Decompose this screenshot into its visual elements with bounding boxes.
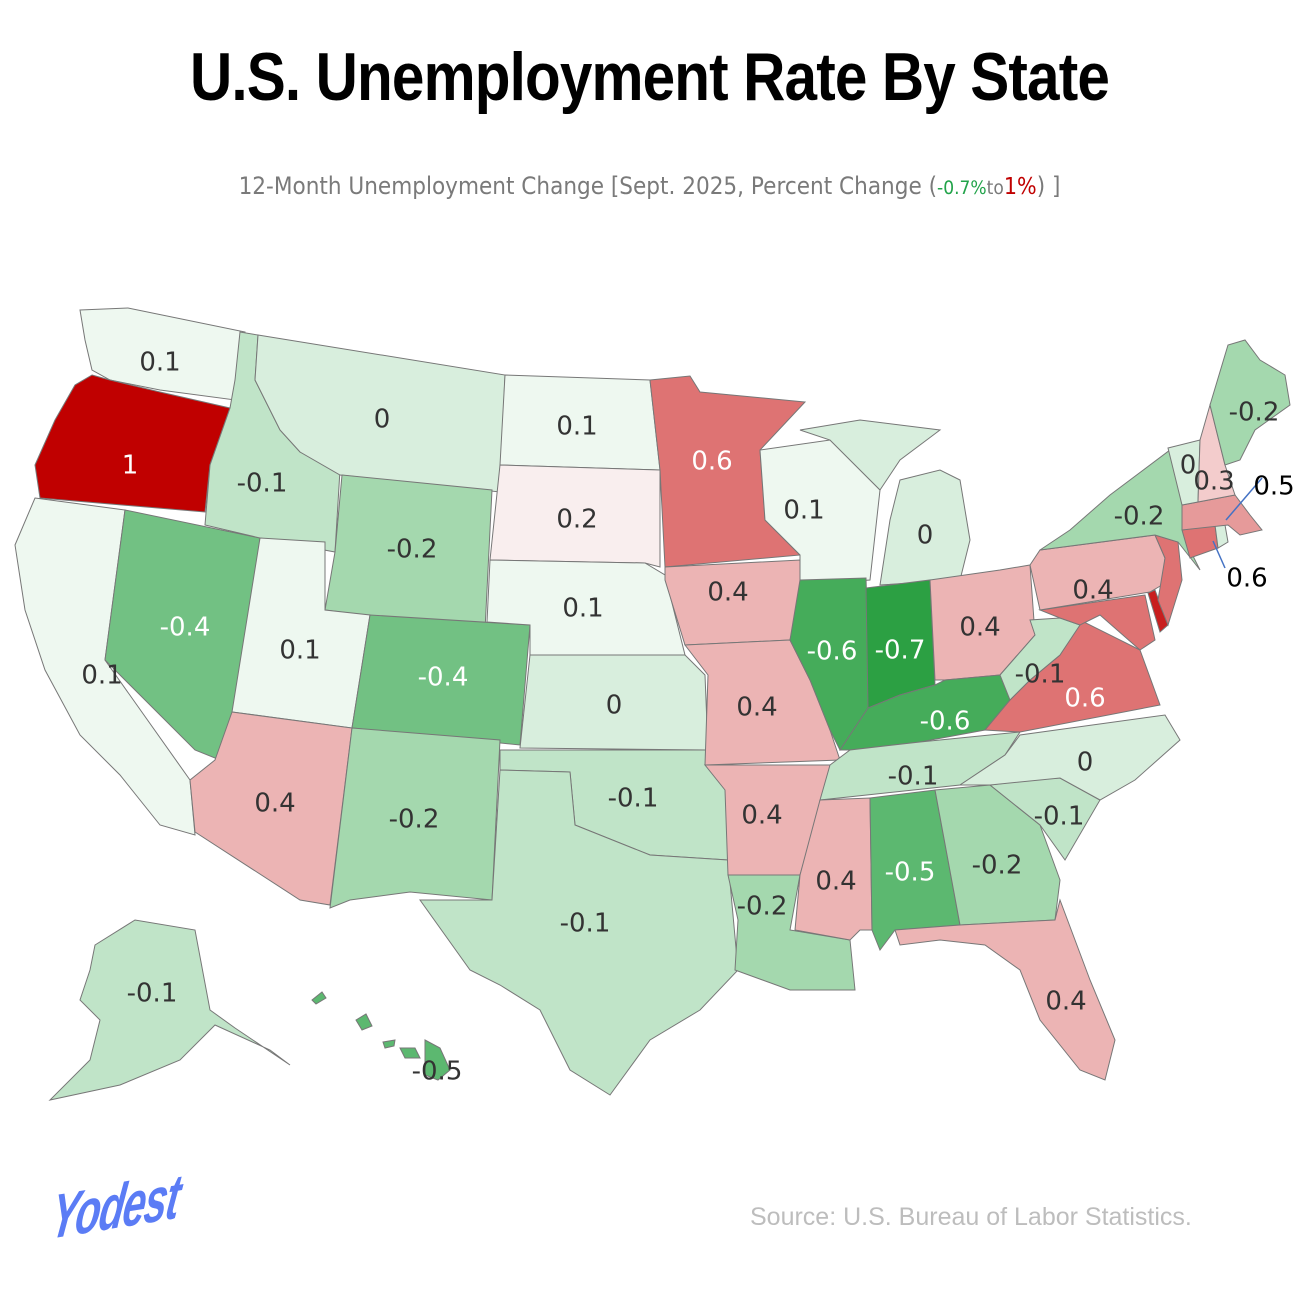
subtitle-max-value: 1% — [1003, 174, 1037, 200]
state-value-label-co: -0.4 — [418, 663, 469, 693]
state-or[interactable] — [34, 374, 231, 513]
state-value-label-mt: 0 — [374, 405, 391, 435]
state-value-label-nh: 0.3 — [1193, 467, 1234, 497]
state-value-label-ok: -0.1 — [608, 784, 659, 814]
state-value-label-oh: 0.4 — [959, 613, 1000, 643]
state-value-label-sd: 0.2 — [556, 505, 597, 535]
state-value-label-ks: 0 — [606, 691, 623, 721]
state-value-label-la: -0.2 — [737, 892, 788, 922]
state-hi-island[interactable] — [399, 1047, 421, 1059]
state-value-label-wa: 0.1 — [139, 348, 180, 378]
state-value-label-hi: -0.5 — [412, 1057, 463, 1087]
state-value-label-ak: -0.1 — [127, 979, 178, 1009]
subtitle-min-value: -0.7% — [937, 177, 987, 199]
state-value-label-ut: 0.1 — [279, 636, 320, 666]
state-value-label-ar: 0.4 — [741, 801, 782, 831]
state-value-label-vt: 0 — [1180, 451, 1197, 481]
chart-subtitle: 12-Month Unemployment Change [Sept. 2025… — [65, 172, 1234, 200]
subtitle-suffix: ) ] — [1036, 172, 1061, 200]
state-value-label-wy: -0.2 — [387, 535, 438, 565]
state-hi[interactable] — [424, 1039, 451, 1081]
state-value-label-nm: -0.2 — [389, 805, 440, 835]
state-nc[interactable] — [958, 714, 1181, 801]
state-value-label-ia: 0.4 — [707, 578, 748, 608]
state-value-label-me: -0.2 — [1229, 398, 1280, 428]
state-value-label-ky: -0.6 — [920, 707, 971, 737]
state-nh[interactable] — [1197, 403, 1236, 503]
state-sd[interactable] — [489, 464, 661, 568]
state-tn[interactable] — [819, 731, 1021, 801]
leader-line — [1212, 540, 1226, 569]
leader-value-label: 0.5 — [1253, 472, 1294, 502]
state-value-label-nc: 0 — [1077, 748, 1094, 778]
state-value-label-sc: -0.1 — [1034, 802, 1085, 832]
state-nm[interactable] — [329, 727, 501, 909]
state-fl[interactable] — [894, 898, 1116, 1081]
state-value-label-nv: -0.4 — [160, 613, 211, 643]
state-la[interactable] — [727, 874, 856, 991]
state-mi[interactable] — [799, 419, 971, 586]
leader-line — [1225, 477, 1263, 521]
map-canvas: 0.1 1 0.1 -0.4 -0.1 0 -0.2 0.1 0.4 -0.4 -0.2 0.1 0.2… — [14, 307, 1295, 1101]
state-wa[interactable] — [79, 307, 246, 401]
state-value-label-pa: 0.4 — [1072, 576, 1113, 606]
state-hi-island[interactable] — [382, 1039, 396, 1049]
us-choropleth-map: 0.1 1 0.1 -0.4 -0.1 0 -0.2 0.1 0.4 -0.4 -0.2 0.1 0.2… — [0, 280, 1299, 1140]
state-me[interactable] — [1209, 339, 1291, 466]
state-value-label-wv: -0.1 — [1015, 660, 1066, 690]
state-ma[interactable] — [1181, 494, 1263, 536]
state-value-label-tx: -0.1 — [560, 909, 611, 939]
state-tx[interactable] — [419, 769, 739, 1096]
state-value-label-nd: 0.1 — [556, 412, 597, 442]
state-value-label-al: -0.5 — [885, 858, 936, 888]
state-value-label-ca: 0.1 — [81, 661, 122, 691]
source-note: Source: U.S. Bureau of Labor Statistics. — [750, 1203, 1192, 1231]
state-value-label-ga: -0.2 — [972, 851, 1023, 881]
state-value-label-mn: 0.6 — [691, 447, 732, 477]
state-value-label-id: -0.1 — [237, 469, 288, 499]
state-value-label-wi: 0.1 — [783, 496, 824, 526]
state-value-label-or: 1 — [122, 451, 139, 481]
state-value-label-il: -0.6 — [807, 637, 858, 667]
yodest-logo: Yodest — [46, 1160, 185, 1253]
state-value-label-ny: -0.2 — [1114, 502, 1165, 532]
state-value-label-ms: 0.4 — [815, 867, 856, 897]
state-value-label-tn: -0.1 — [888, 762, 939, 792]
leader-value-label: 0.6 — [1226, 564, 1267, 594]
subtitle-prefix: 12-Month Unemployment Change [Sept. 2025… — [238, 172, 938, 200]
state-ak[interactable] — [48, 919, 291, 1101]
state-value-label-mi: 0 — [917, 521, 934, 551]
state-hi-island[interactable] — [355, 1013, 373, 1031]
state-value-label-ne: 0.1 — [562, 594, 603, 624]
state-value-label-in: -0.7 — [875, 636, 926, 666]
state-value-label-fl: 0.4 — [1045, 987, 1086, 1017]
state-hi-island[interactable] — [311, 991, 327, 1005]
state-md[interactable] — [1038, 594, 1156, 651]
state-value-label-mo: 0.4 — [736, 693, 777, 723]
state-value-label-va: 0.6 — [1064, 684, 1105, 714]
chart-title: U.S. Unemployment Rate By State — [190, 39, 1110, 115]
state-value-label-az: 0.4 — [254, 789, 295, 819]
subtitle-to: to — [986, 177, 1004, 199]
